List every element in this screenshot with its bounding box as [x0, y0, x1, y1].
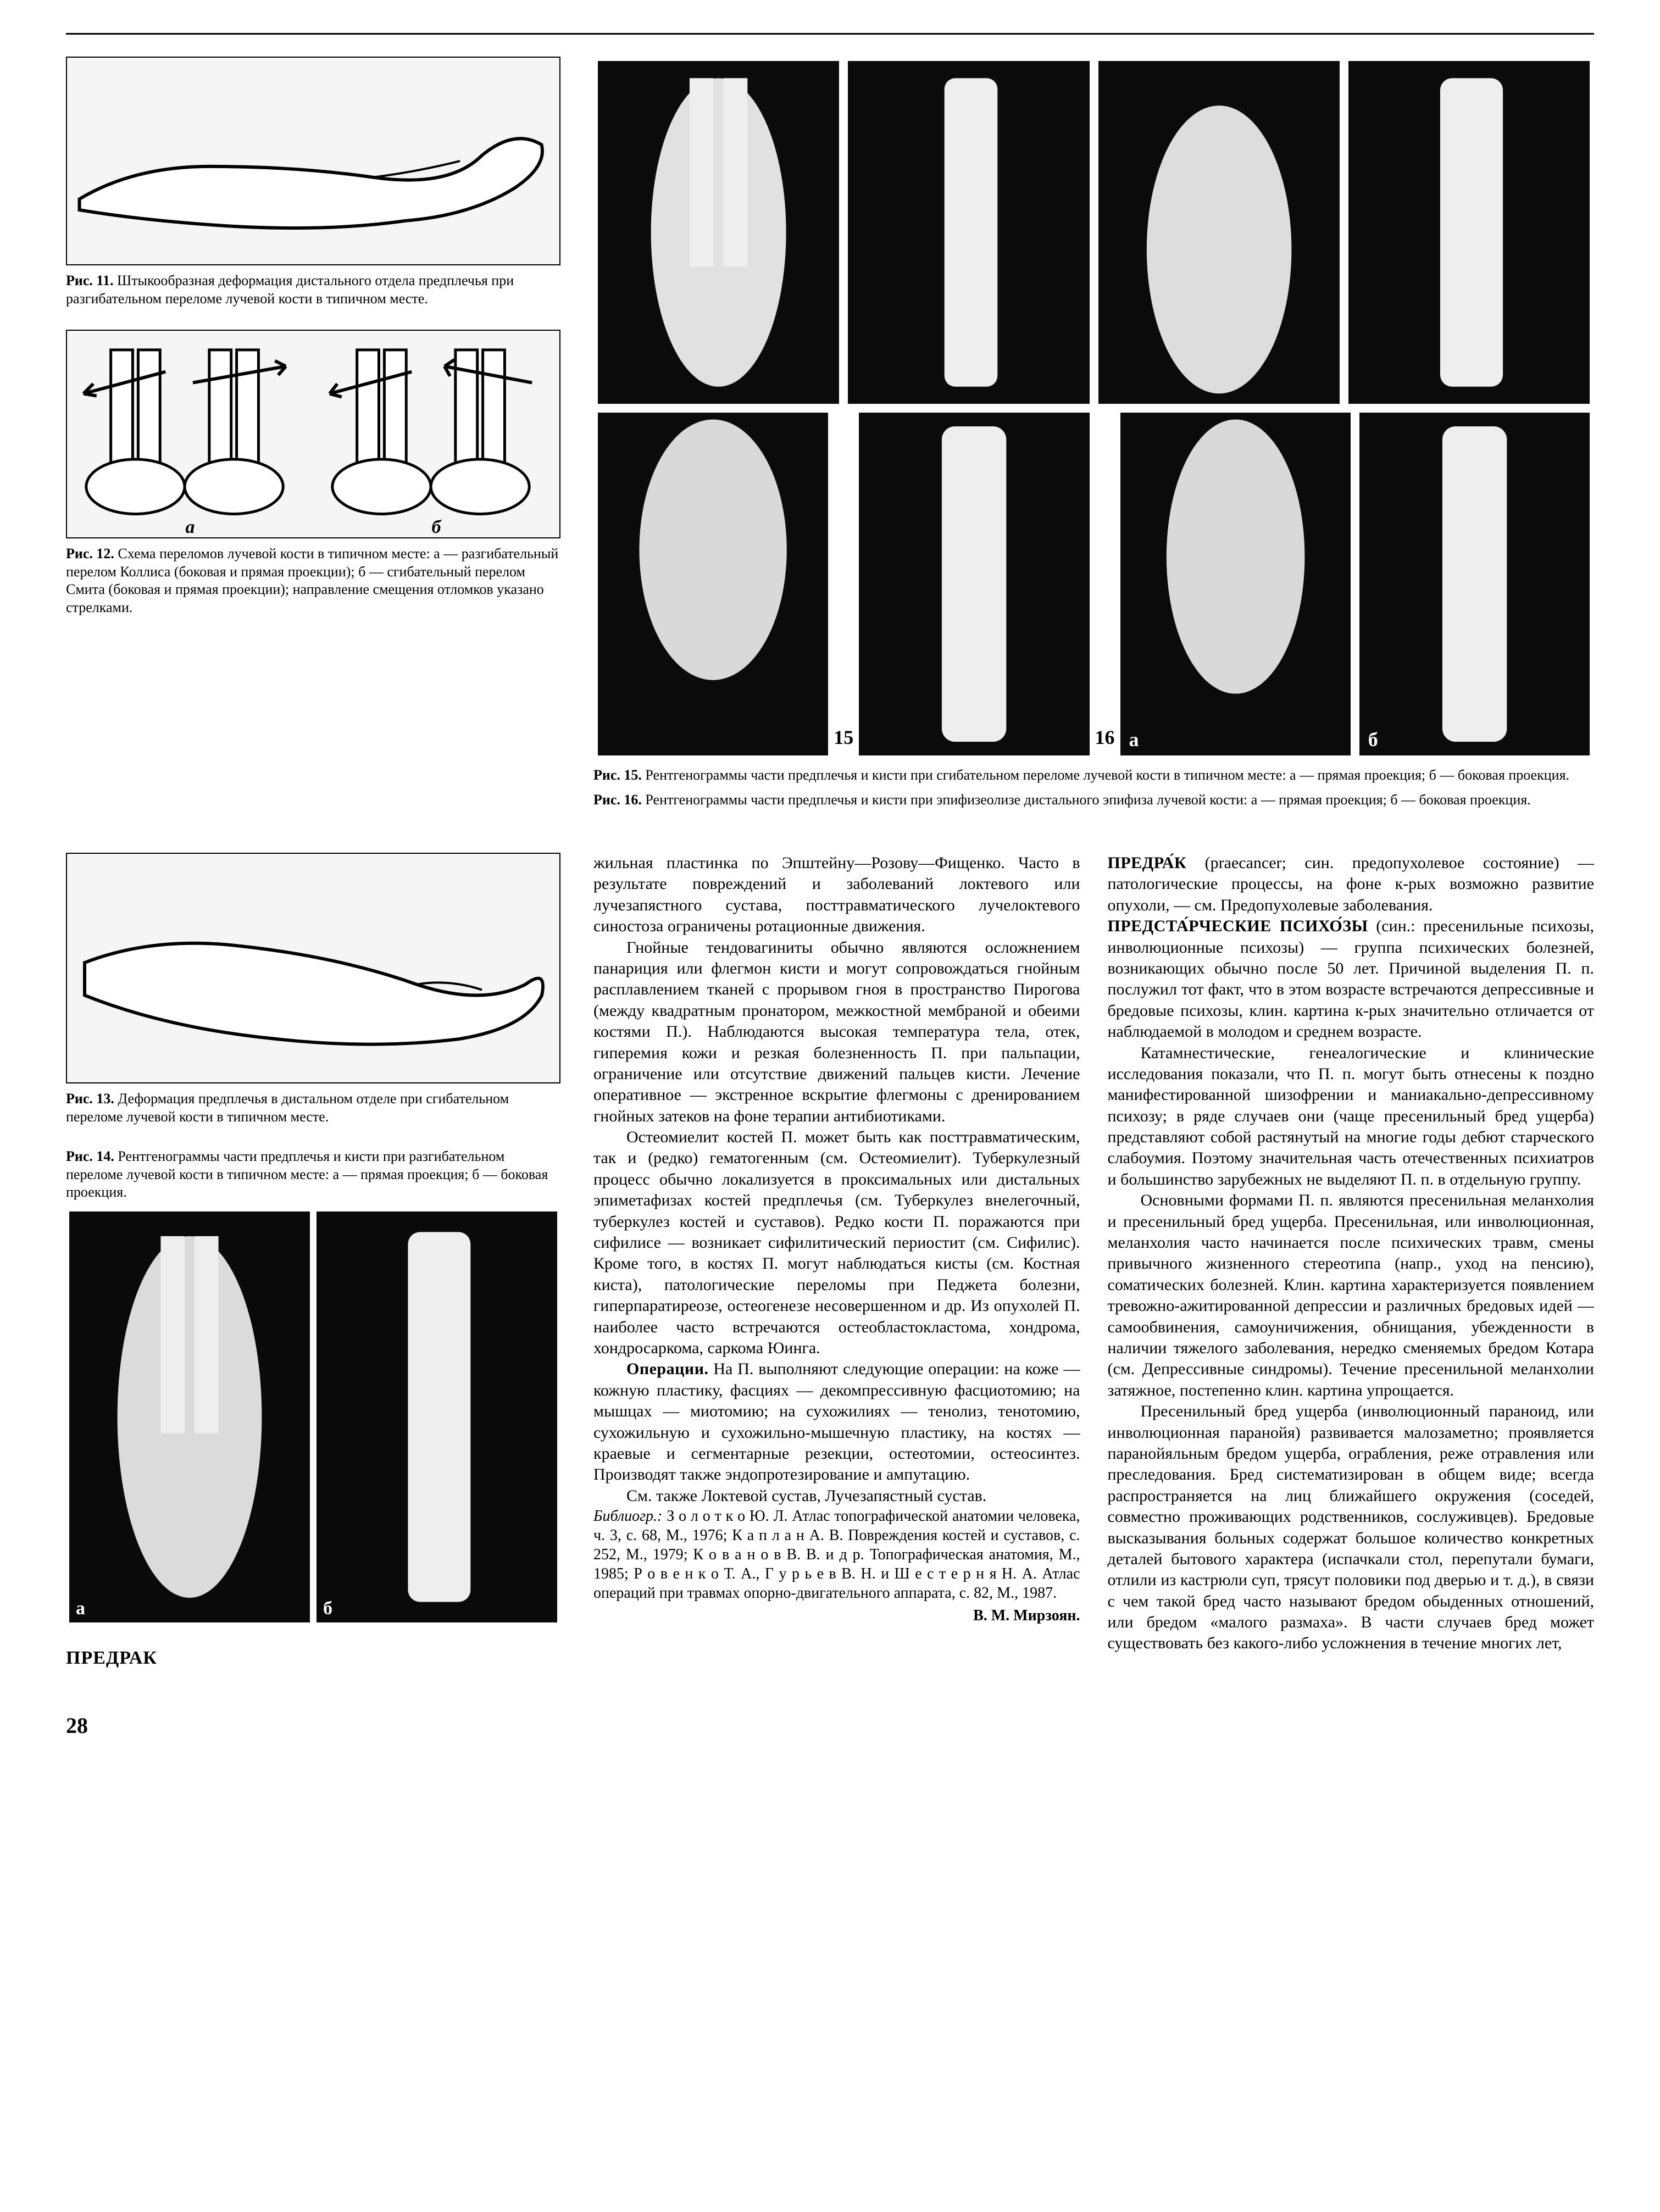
figure-15-num: 15 — [832, 408, 854, 760]
xray-bone-icon — [598, 413, 828, 755]
para-5: См. также Локтевой сустав, Лучезапястный… — [593, 1486, 1080, 1507]
para-4: Операции. На П. выполняют следующие опер… — [593, 1359, 1080, 1485]
entry-predrak-head: ПРЕДРА́К — [1108, 854, 1187, 872]
figure-12-label: Рис. 12. — [66, 546, 114, 562]
figure-12-sub-a: а — [186, 517, 195, 538]
page: Рис. 11. Штыкообразная деформация дистал… — [66, 33, 1594, 1738]
biblio-text: З о л о т к о Ю. Л. Атлас топографическо… — [593, 1508, 1080, 1602]
xray-bone-icon — [598, 61, 839, 404]
xray-16a-top — [1096, 59, 1342, 406]
xray-14b: б — [315, 1210, 559, 1624]
biblio-label: Библиогр.: — [593, 1508, 662, 1525]
entry-psychoses-d: Пресенильный бред ущерба (инволюционный … — [1108, 1401, 1595, 1654]
upper-section: Рис. 11. Штыкообразная деформация дистал… — [66, 57, 1594, 831]
entry-predrak: ПРЕДРА́К (praecancer; син. предопухолево… — [1108, 853, 1595, 916]
xray-bone-icon — [1359, 413, 1590, 755]
xray-bone-icon — [859, 413, 1089, 755]
text-columns: жильная пластинка по Эпштейну—Розову—Фищ… — [593, 853, 1594, 1738]
figure-13: Рис. 13. Деформация предплечья в дисталь… — [66, 853, 560, 1126]
hand-illustration-2-icon — [67, 854, 559, 1082]
figure-12-image: а б — [66, 330, 560, 538]
entry-psychoses: ПРЕДСТА́РЧЕСКИЕ ПСИХО́ЗЫ (син.: пресенил… — [1108, 916, 1595, 1042]
bibliography: Библиогр.: З о л о т к о Ю. Л. Атлас топ… — [593, 1507, 1080, 1603]
figure-16-sub-b: б — [1368, 728, 1378, 751]
figure-12-text: Схема переломов лучевой кости в типичном… — [66, 546, 558, 615]
figure-11: Рис. 11. Штыкообразная деформация дистал… — [66, 57, 560, 308]
text-column-2: ПРЕДРА́К (praecancer; син. предопухолево… — [1108, 853, 1595, 1738]
entry-heading-predrak: ПРЕДРАК — [66, 1648, 560, 1669]
xray-16b-bottom: б — [1357, 410, 1592, 758]
right-figure-column: 15 16 а б — [593, 57, 1594, 831]
figure-14-image: а б — [66, 1208, 560, 1626]
xray-bone-icon — [317, 1211, 557, 1622]
figure-14-caption: Рис. 14. Рентгенограммы части предплечья… — [66, 1148, 560, 1202]
figure-12: а б — [66, 330, 560, 616]
para-4-head: Операции. — [626, 1360, 708, 1378]
figure-11-caption: Рис. 11. Штыкообразная деформация дистал… — [66, 272, 560, 308]
entry-psychoses-a: (син.: пресенильные психозы, инволюционн… — [1108, 917, 1595, 1041]
figures-15-16-image: 15 16 а б — [593, 57, 1594, 760]
para-4-body: На П. выполняют следующие операции: на к… — [593, 1360, 1080, 1483]
xray-15b-bottom — [857, 410, 1091, 758]
figure-12-sub-b: б — [432, 517, 441, 538]
figure-11-label: Рис. 11. — [66, 273, 113, 288]
entry-psychoses-b: Катамнестические, генеалогические и клин… — [1108, 1043, 1595, 1191]
figures-15-16: 15 16 а б — [593, 57, 1594, 809]
xray-15b-top — [846, 59, 1091, 406]
figure-11-image — [66, 57, 560, 265]
xray-14a: а — [68, 1210, 312, 1624]
figure-15-label: Рис. 15. — [593, 767, 642, 783]
figure-14-sub-a: а — [76, 1598, 85, 1619]
left-lower-column: Рис. 13. Деформация предплечья в дисталь… — [66, 853, 560, 1738]
left-figure-column: Рис. 11. Штыкообразная деформация дистал… — [66, 57, 560, 831]
figure-11-text: Штыкообразная деформация дистального отд… — [66, 273, 514, 307]
bone-schema-a-icon — [67, 328, 313, 536]
figure-12-panel-a: а — [67, 328, 313, 540]
xray-16b-top — [1346, 59, 1592, 406]
figure-13-caption: Рис. 13. Деформация предплечья в дисталь… — [66, 1090, 560, 1126]
xray-bone-icon — [1120, 413, 1351, 755]
figure-16-text: Рентгенограммы части предплечья и кисти … — [645, 792, 1530, 808]
para-1: жильная пластинка по Эпштейну—Розову—Фищ… — [593, 853, 1080, 937]
entry-psychoses-head: ПРЕДСТА́РЧЕСКИЕ ПСИХО́ЗЫ — [1108, 917, 1368, 935]
xray-bone-icon — [69, 1211, 310, 1622]
top-rule — [66, 33, 1594, 35]
figure-16-sub-a: а — [1129, 728, 1139, 751]
xray-15a-top — [596, 59, 841, 406]
author-signature: В. М. Мирзоян. — [593, 1606, 1080, 1626]
figure-13-image — [66, 853, 560, 1083]
figure-12-panel-b: б — [313, 328, 559, 540]
figure-13-text: Деформация предплечья в дистальном отдел… — [66, 1091, 509, 1125]
bone-schema-b-icon — [313, 328, 559, 536]
text-column-1: жильная пластинка по Эпштейну—Розову—Фищ… — [593, 853, 1080, 1738]
xray-bone-icon — [1098, 61, 1340, 404]
xray-15a-bottom — [596, 410, 830, 758]
figure-15-caption: Рис. 15. Рентгенограммы части предплечья… — [593, 766, 1594, 785]
lower-section: Рис. 13. Деформация предплечья в дисталь… — [66, 853, 1594, 1738]
figure-16-caption: Рис. 16. Рентгенограммы части предплечья… — [593, 791, 1594, 809]
figure-14: Рис. 14. Рентгенограммы части предплечья… — [66, 1148, 560, 1626]
xray-bone-icon — [1348, 61, 1590, 404]
figure-16-label: Рис. 16. — [593, 792, 642, 808]
entry-psychoses-c: Основными формами П. п. являются пресени… — [1108, 1190, 1595, 1401]
para-2: Гнойные тендовагиниты обычно являются ос… — [593, 937, 1080, 1127]
figure-14-sub-b: б — [323, 1598, 332, 1619]
figure-14-text: Рентгенограммы части предплечья и кисти … — [66, 1148, 548, 1200]
xray-16a-bottom: а — [1118, 410, 1353, 758]
figure-12-caption: Рис. 12. Схема переломов лучевой кости в… — [66, 545, 560, 616]
page-number: 28 — [66, 1713, 560, 1738]
figure-13-label: Рис. 13. — [66, 1091, 114, 1107]
figure-14-label: Рис. 14. — [66, 1148, 114, 1164]
para-3: Остеомиелит костей П. может быть как пос… — [593, 1127, 1080, 1359]
xray-bone-icon — [848, 61, 1089, 404]
figure-15-text: Рентгенограммы части предплечья и кисти … — [645, 767, 1569, 783]
figure-16-num: 16 — [1094, 408, 1116, 760]
hand-illustration-icon — [67, 58, 559, 264]
